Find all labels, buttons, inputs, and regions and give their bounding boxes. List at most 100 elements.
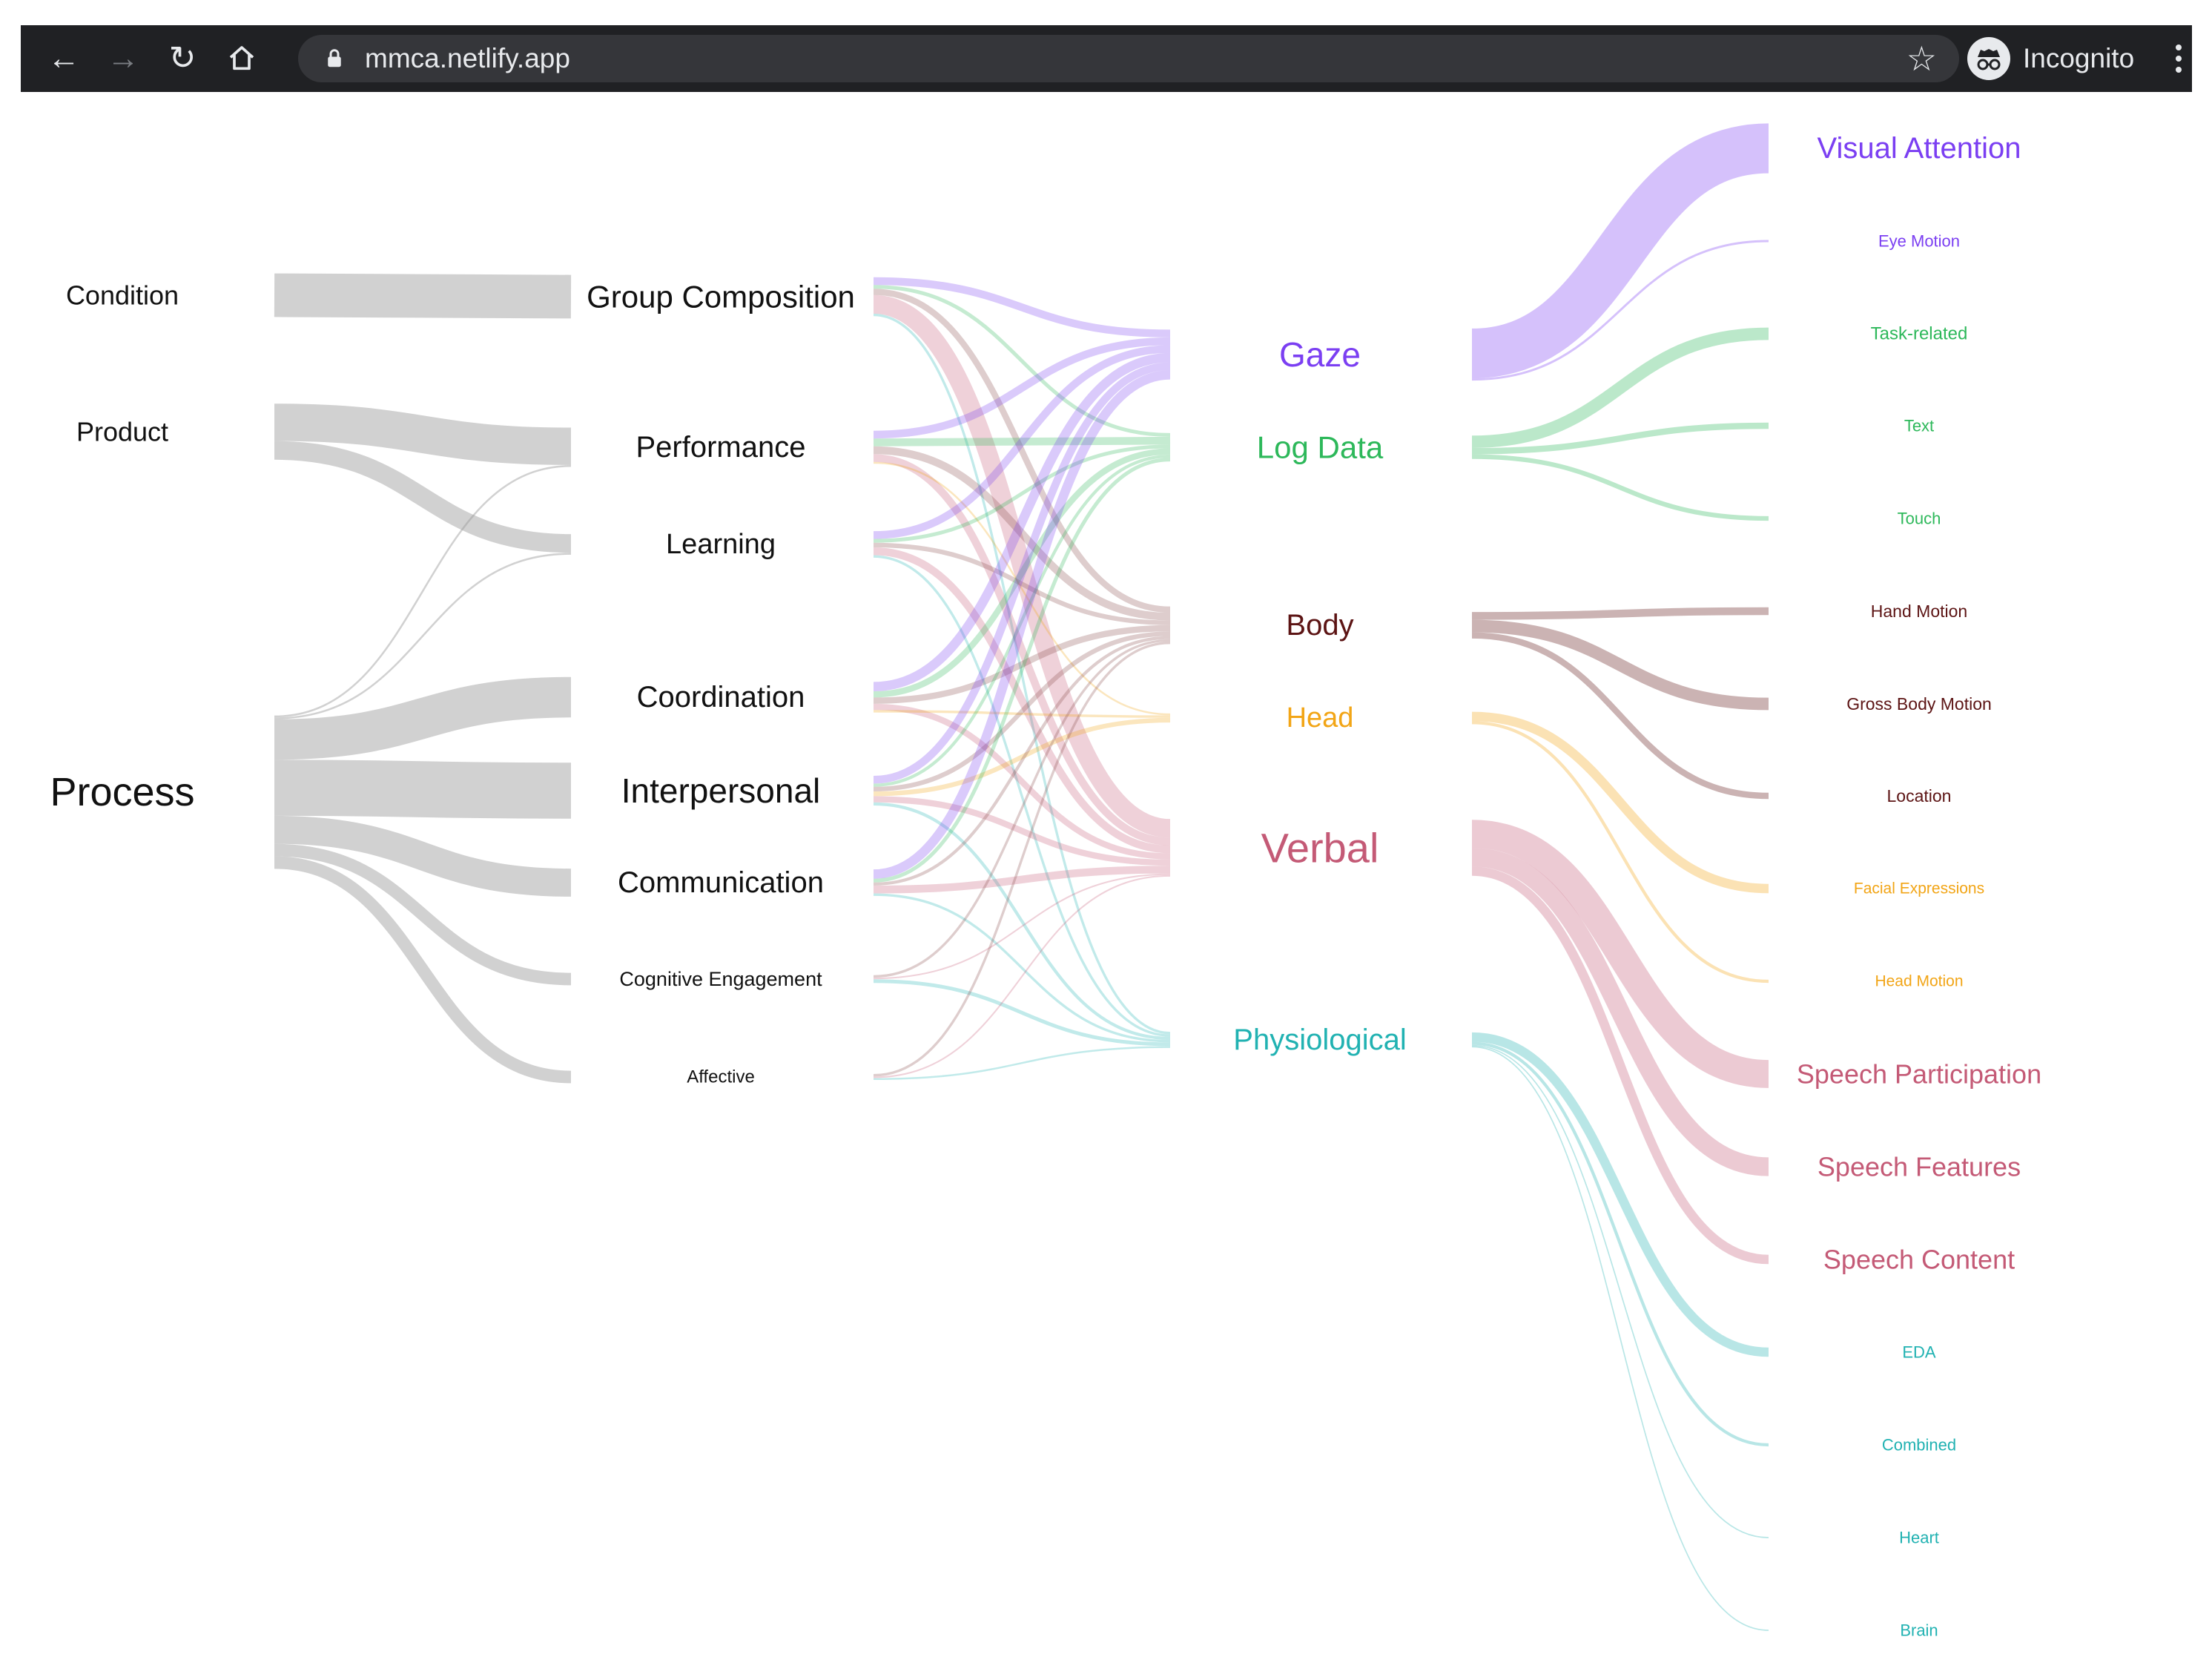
link-head-to-facial <box>1471 711 1769 894</box>
link-communication-to-physio <box>873 893 1171 1043</box>
link-interpersonal-to-body <box>873 631 1171 792</box>
node-label-speechpart[interactable]: Speech Participation <box>1797 1059 2041 1090</box>
link-logdata-to-taskrelated <box>1471 327 1769 449</box>
node-label-taskrelated[interactable]: Task-related <box>1871 324 1968 344</box>
link-interpersonal-to-gaze <box>873 362 1171 784</box>
bookmark-star-icon[interactable]: ☆ <box>1906 39 1937 78</box>
node-label-heart[interactable]: Heart <box>1899 1529 1939 1547</box>
node-label-visualattention[interactable]: Visual Attention <box>1817 132 2021 165</box>
node-label-location[interactable]: Location <box>1887 786 1952 806</box>
link-performance-to-gaze <box>873 337 1171 439</box>
node-label-handmotion[interactable]: Hand Motion <box>1871 602 1967 621</box>
back-arrow-icon[interactable]: ← <box>47 40 80 76</box>
link-coordination-to-verbal <box>873 703 1171 860</box>
link-coordination-to-logdata <box>873 448 1171 698</box>
node-label-text[interactable]: Text <box>1904 417 1934 435</box>
link-affective-to-physio <box>873 1046 1171 1080</box>
node-label-physio[interactable]: Physiological <box>1233 1024 1406 1056</box>
home-icon[interactable] <box>212 25 271 92</box>
link-performance-to-head <box>873 461 1171 716</box>
node-label-brain[interactable]: Brain <box>1900 1621 1938 1640</box>
node-label-verbal[interactable]: Verbal <box>1261 825 1379 872</box>
link-groupcomp-to-logdata <box>873 285 1171 437</box>
browser-toolbar: ← → ↻ mmca.netlify.app ☆ Incognito <box>21 25 2192 92</box>
link-product-to-learning <box>274 441 572 553</box>
link-learning-to-verbal <box>873 547 1171 854</box>
link-learning-to-physio <box>873 555 1171 1037</box>
link-process-to-cognitive <box>274 843 572 986</box>
node-label-grossbody[interactable]: Gross Body Motion <box>1846 694 1992 714</box>
node-label-performance[interactable]: Performance <box>636 431 806 464</box>
node-label-headmotion[interactable]: Head Motion <box>1875 973 1963 990</box>
node-label-eyemotion[interactable]: Eye Motion <box>1878 232 1960 251</box>
link-interpersonal-to-logdata <box>873 454 1171 787</box>
link-performance-to-verbal <box>873 454 1171 846</box>
sankey-labels: Condition Product Process Group Composition… <box>50 132 2041 1640</box>
link-communication-to-body <box>873 636 1171 886</box>
node-label-eda[interactable]: EDA <box>1902 1343 1936 1362</box>
link-groupcomp-to-body <box>873 289 1171 613</box>
url-text[interactable]: mmca.netlify.app <box>365 43 570 73</box>
node-label-learning[interactable]: Learning <box>666 529 776 560</box>
link-interpersonal-to-verbal <box>873 796 1171 866</box>
node-label-product[interactable]: Product <box>76 417 168 447</box>
node-label-logdata[interactable]: Log Data <box>1257 430 1384 465</box>
link-product-to-performance <box>274 403 572 465</box>
link-body-to-location <box>1471 632 1769 800</box>
node-label-communication[interactable]: Communication <box>618 866 824 899</box>
link-affective-to-verbal <box>873 874 1171 1078</box>
node-label-cognitive[interactable]: Cognitive Engagement <box>619 968 822 990</box>
reload-icon[interactable]: ↻ <box>168 40 197 76</box>
node-label-gaze[interactable]: Gaze <box>1279 335 1361 374</box>
node-label-speechfeat[interactable]: Speech Features <box>1818 1152 2021 1182</box>
link-cognitive-to-physio <box>873 979 1171 1047</box>
link-process-to-coordination <box>274 676 572 760</box>
link-process-to-affective <box>274 856 572 1084</box>
link-cognitive-to-body <box>873 639 1171 978</box>
lock-icon <box>323 47 346 70</box>
node-label-affective[interactable]: Affective <box>687 1067 755 1087</box>
link-groupcomp-to-physio <box>873 313 1171 1035</box>
link-gaze-to-visualattention <box>1470 123 1770 379</box>
link-learning-to-body <box>873 542 1171 625</box>
node-label-combined[interactable]: Combined <box>1882 1436 1956 1455</box>
link-logdata-to-touch <box>1471 454 1769 521</box>
sankey-links <box>274 123 1770 1631</box>
link-logdata-to-text <box>1471 422 1769 455</box>
link-cognitive-to-verbal <box>873 873 1171 980</box>
link-physio-to-combined <box>1471 1041 1769 1447</box>
node-label-facial[interactable]: Facial Expressions <box>1854 880 1984 897</box>
link-coordination-to-head <box>873 710 1171 718</box>
link-coordination-to-body <box>873 625 1171 704</box>
node-label-groupcomp[interactable]: Group Composition <box>587 280 855 314</box>
link-affective-to-body <box>873 642 1171 1077</box>
link-physio-to-brain <box>1471 1046 1769 1631</box>
node-label-condition[interactable]: Condition <box>66 280 179 311</box>
link-learning-to-gaze <box>873 345 1171 539</box>
link-process-to-learning <box>274 553 572 719</box>
link-communication-to-logdata <box>873 458 1171 883</box>
link-coordination-to-gaze <box>873 352 1171 692</box>
incognito-icon[interactable] <box>1967 37 2010 80</box>
node-label-head[interactable]: Head <box>1287 702 1354 734</box>
node-label-interpersonal[interactable]: Interpersonal <box>621 771 821 810</box>
link-performance-to-body <box>873 446 1171 621</box>
more-menu-icon[interactable] <box>2164 25 2193 92</box>
link-communication-to-gaze <box>873 370 1171 879</box>
forward-arrow-icon[interactable]: → <box>107 40 139 76</box>
link-interpersonal-to-head <box>873 717 1171 797</box>
address-bar[interactable]: mmca.netlify.app ☆ <box>298 35 1959 82</box>
link-body-to-grossbody <box>1471 619 1769 711</box>
node-label-touch[interactable]: Touch <box>1898 510 1941 528</box>
node-label-process[interactable]: Process <box>50 770 194 814</box>
node-label-body[interactable]: Body <box>1286 609 1353 642</box>
link-process-to-performance <box>274 464 572 718</box>
link-communication-to-verbal <box>873 866 1171 894</box>
link-verbal-to-speechpart <box>1471 820 1769 1088</box>
link-performance-to-logdata <box>873 436 1171 447</box>
node-label-speechcont[interactable]: Speech Content <box>1823 1245 2015 1275</box>
node-label-coordination[interactable]: Coordination <box>637 681 805 714</box>
link-learning-to-logdata <box>873 444 1171 543</box>
link-groupcomp-to-verbal <box>873 294 1171 838</box>
